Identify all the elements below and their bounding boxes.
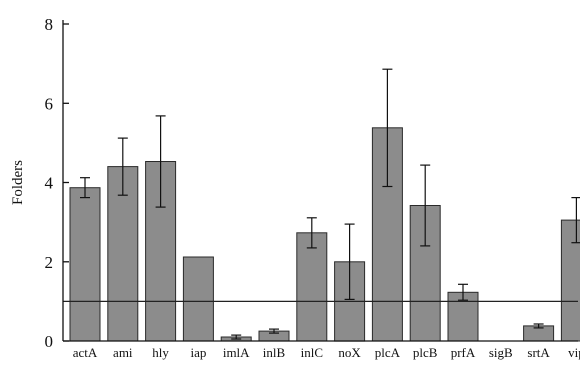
x-tick-label-plcA: plcA: [375, 345, 401, 360]
y-tick-label-4: 4: [45, 174, 54, 193]
x-tick-label-noX: noX: [338, 345, 361, 360]
bar-inlC: [297, 233, 327, 341]
y-tick-label-2: 2: [45, 253, 54, 272]
bar-vip: [561, 220, 580, 341]
x-tick-label-iap: iap: [190, 345, 206, 360]
y-axis-label: Folders: [10, 160, 26, 205]
y-tick-label-6: 6: [45, 94, 54, 113]
x-tick-label-ami: ami: [113, 345, 133, 360]
bar-actA: [70, 188, 100, 341]
x-tick-label-actA: actA: [73, 345, 98, 360]
x-tick-label-inlB: inlB: [263, 345, 286, 360]
x-tick-label-prfA: prfA: [451, 345, 476, 360]
y-tick-label-0: 0: [45, 332, 54, 351]
bar-iap: [183, 257, 213, 341]
x-tick-label-vip: vip: [568, 345, 580, 360]
x-tick-label-srtA: srtA: [527, 345, 550, 360]
x-tick-label-sigB: sigB: [489, 345, 513, 360]
x-tick-label-imlA: imlA: [223, 345, 250, 360]
x-tick-label-inlC: inlC: [301, 345, 323, 360]
y-tick-label-8: 8: [45, 15, 54, 34]
x-tick-label-plcB: plcB: [413, 345, 438, 360]
x-tick-label-hly: hly: [152, 345, 169, 360]
bars-layer: [70, 69, 580, 341]
